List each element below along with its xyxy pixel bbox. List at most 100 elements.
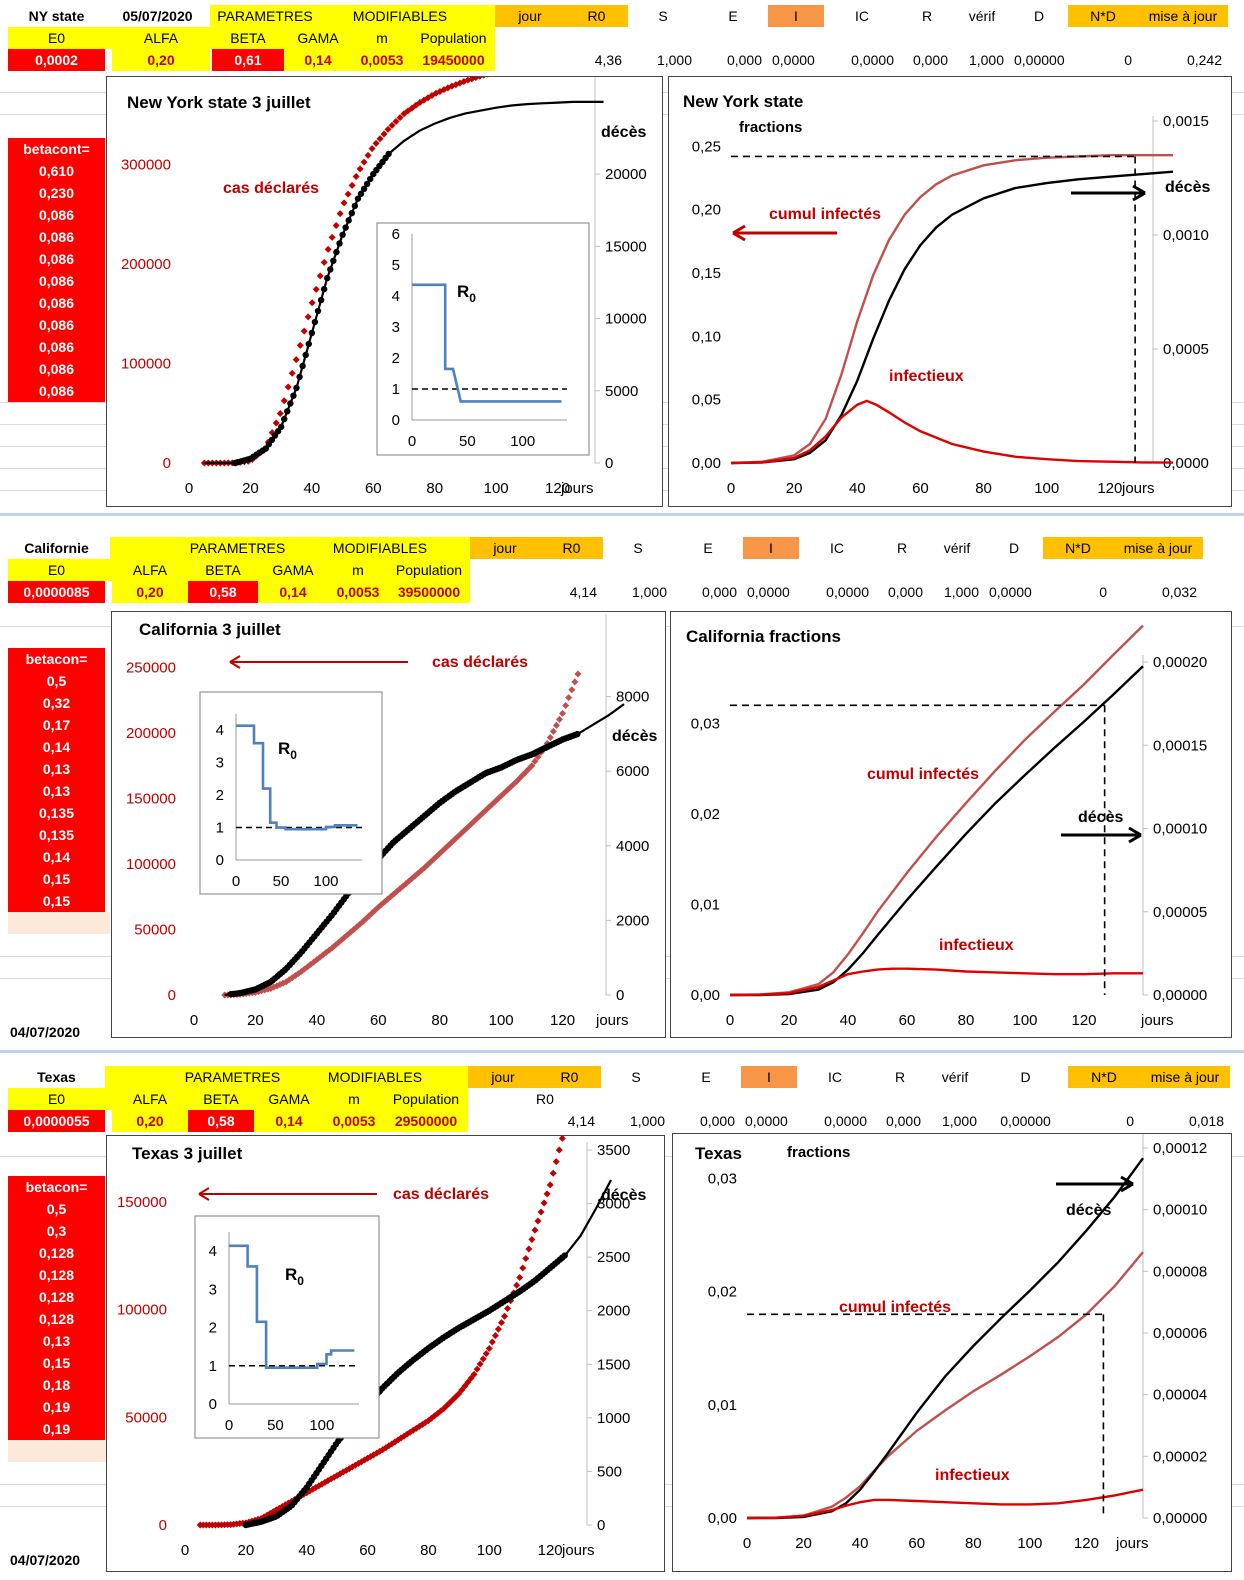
state-cell[interactable]: Texas (37, 1069, 76, 1085)
population-label[interactable]: Population (392, 1091, 460, 1107)
beta-cell[interactable]: 0,17 (42, 717, 71, 733)
nd-header[interactable]: N*D (1068, 5, 1138, 27)
population-label[interactable]: Population (395, 562, 463, 578)
beta-cell[interactable]: 0,15 (42, 1355, 71, 1371)
state-cell[interactable]: NY state (28, 8, 85, 24)
beta-cell[interactable]: 0,086 (38, 273, 75, 289)
beta-cell[interactable]: 0,19 (42, 1421, 71, 1437)
gama-value[interactable]: 0,14 (258, 581, 328, 603)
gama-label[interactable]: GAMA (268, 1091, 310, 1107)
e-header[interactable]: E (728, 8, 738, 24)
s-value[interactable]: 1,000 (656, 52, 692, 68)
nd-header[interactable]: N*D (1043, 537, 1113, 559)
beta-cell[interactable]: 0,13 (42, 761, 71, 777)
beta-cell[interactable]: 0,086 (38, 207, 75, 223)
jour-header[interactable]: jour (470, 537, 540, 559)
maj-header[interactable]: mise à jour (1138, 5, 1228, 27)
chart-panel[interactable]: New York state 3 juillet 0 5000 10000 15000 2… (106, 50, 663, 507)
gama-value[interactable]: 0,14 (284, 49, 352, 71)
beta-cell[interactable]: 0,128 (38, 1311, 75, 1327)
r-value[interactable]: 0,000 (912, 52, 948, 68)
i-value[interactable]: 0,0000 (747, 584, 790, 600)
update-date[interactable]: 04/07/2020 (10, 1552, 81, 1568)
e-header[interactable]: E (701, 1069, 711, 1085)
i-value[interactable]: 0,0000 (772, 52, 815, 68)
m-value[interactable]: 0,0053 (352, 49, 412, 71)
alfa-value[interactable]: 0,20 (112, 49, 210, 71)
beta-cell[interactable]: 0,086 (38, 317, 75, 333)
verif-value[interactable]: 1,000 (943, 584, 979, 600)
population-value[interactable]: 39500000 (388, 581, 470, 603)
maj-value[interactable]: 0,018 (1188, 1113, 1224, 1129)
verif-value[interactable]: 1,000 (968, 52, 1004, 68)
alfa-label[interactable]: ALFA (132, 1091, 168, 1107)
alfa-value[interactable]: 0,20 (112, 581, 188, 603)
verif-header[interactable]: vérif (943, 540, 971, 556)
gama-label[interactable]: GAMA (297, 30, 339, 46)
beta-cell[interactable]: 0,086 (38, 229, 75, 245)
beta-column-label[interactable]: betacon= (25, 651, 88, 667)
beta-cell[interactable]: 0,18 (42, 1377, 71, 1393)
beta-cell[interactable]: 0,128 (38, 1245, 75, 1261)
i-header[interactable]: I (743, 537, 799, 559)
modifiables-header[interactable]: MODIFIABLES (352, 8, 448, 24)
beta-column-label[interactable]: betacon= (25, 1179, 88, 1195)
ic-value[interactable]: 0,0000 (824, 1113, 867, 1129)
maj-header[interactable]: mise à jour (1113, 537, 1203, 559)
ic-header[interactable]: IC (828, 1069, 842, 1085)
population-label[interactable]: Population (420, 30, 487, 46)
e-value[interactable]: 0,000 (726, 52, 762, 68)
beta-cell[interactable]: 0,086 (38, 339, 75, 355)
nd-header[interactable]: N*D (1068, 1066, 1140, 1088)
r-header[interactable]: R (894, 1069, 906, 1085)
beta-cell[interactable]: 0,32 (42, 695, 71, 711)
beta-cell[interactable]: 0,5 (46, 1201, 67, 1217)
population-value[interactable]: 29500000 (384, 1110, 468, 1132)
m-value[interactable]: 0,0053 (324, 1110, 384, 1132)
maj-header[interactable]: mise à jour (1140, 1066, 1230, 1088)
beta-label[interactable]: BETA (230, 30, 266, 46)
r0-value[interactable]: 4,36 (594, 52, 622, 68)
beta-cell[interactable]: 0,086 (38, 251, 75, 267)
m-label[interactable]: m (352, 562, 364, 578)
ic-header[interactable]: IC (830, 540, 844, 556)
chart-panel[interactable]: California fractions 0,00000 0,00005 0,0001… (670, 611, 1232, 1038)
m-value[interactable]: 0,0053 (328, 581, 388, 603)
beta-cell[interactable]: 0,3 (46, 1223, 67, 1239)
beta-value[interactable]: 0,61 (212, 49, 284, 71)
beta-cell[interactable]: 0,15 (42, 871, 71, 887)
beta-cell[interactable]: 0,15 (42, 893, 71, 909)
r-value[interactable]: 0,000 (885, 1113, 921, 1129)
beta-label[interactable]: BETA (205, 562, 241, 578)
beta-cell[interactable]: 0,230 (38, 185, 75, 201)
chart-panel[interactable]: New York state fractions 0,0000 0,0005 0,001… (668, 76, 1232, 507)
r0-header[interactable]: R0 (565, 5, 628, 27)
m-label[interactable]: m (348, 1091, 360, 1107)
beta-cell[interactable]: 0,14 (42, 849, 71, 865)
ic-value[interactable]: 0,0000 (826, 584, 869, 600)
maj-value[interactable]: 0,242 (1186, 52, 1222, 68)
i-value[interactable]: 0,0000 (745, 1113, 788, 1129)
beta-column-label[interactable]: betacont= (23, 141, 90, 157)
state-cell[interactable]: Californie (24, 540, 89, 556)
r-header[interactable]: R (921, 8, 933, 24)
parametres-header[interactable]: PARAMETRES (184, 1069, 281, 1085)
modifiables-header[interactable]: MODIFIABLES (327, 1069, 423, 1085)
date-cell[interactable]: 05/07/2020 (122, 8, 193, 24)
verif-value[interactable]: 1,000 (941, 1113, 977, 1129)
e-header[interactable]: E (703, 540, 713, 556)
beta-cell[interactable]: 0,5 (46, 673, 67, 689)
parametres-header[interactable]: PARAMETRES (217, 8, 313, 24)
e0-value[interactable]: 0,0000055 (8, 1110, 105, 1132)
s-value[interactable]: 1,000 (631, 584, 667, 600)
r0-header[interactable]: R0 (538, 1066, 601, 1088)
d-header[interactable]: D (1008, 540, 1020, 556)
e0-value[interactable]: 0,0000085 (8, 581, 105, 603)
jour-header[interactable]: jour (468, 1066, 538, 1088)
d-value[interactable]: 0,00000 (1000, 1113, 1051, 1129)
modifiables-header[interactable]: MODIFIABLES (332, 540, 428, 556)
ic-value[interactable]: 0,0000 (851, 52, 894, 68)
r0-header[interactable]: R0 (540, 537, 603, 559)
gama-value[interactable]: 0,14 (254, 1110, 324, 1132)
beta-cell[interactable]: 0,19 (42, 1399, 71, 1415)
